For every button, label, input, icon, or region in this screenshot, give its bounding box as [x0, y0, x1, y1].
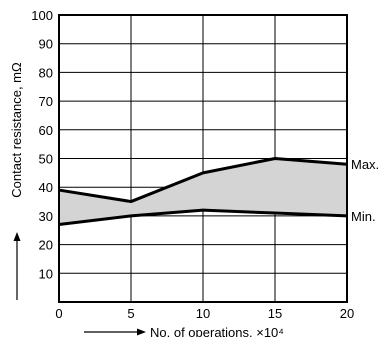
- y-axis-title: Contact resistance, mΩ: [9, 62, 24, 198]
- plot-frame: [58, 14, 348, 303]
- y-tick-labels: 10 20 30 40 50 60 70 80 90 100: [31, 8, 53, 281]
- y-tick-label: 30: [39, 209, 53, 224]
- resistance-range-band: [59, 158, 347, 225]
- max-series-label: Max.: [351, 157, 379, 172]
- series-labels: Max. Min.: [351, 157, 379, 224]
- x-tick-label: 0: [55, 306, 62, 321]
- x-tick-label: 20: [340, 306, 354, 321]
- y-axis-arrow-head: [13, 232, 21, 241]
- y-tick-label: 90: [39, 37, 53, 52]
- x-axis-arrow-head: [137, 328, 146, 336]
- grid-lines: [59, 14, 347, 302]
- y-tick-label: 50: [39, 152, 53, 167]
- x-axis-title: No. of operations, ×10⁴: [150, 325, 284, 337]
- min-series-label: Min.: [351, 209, 376, 224]
- y-tick-label: 20: [39, 238, 53, 253]
- x-tick-label: 10: [196, 306, 210, 321]
- x-tick-label: 5: [127, 306, 134, 321]
- y-axis-title-group: Contact resistance, mΩ: [9, 62, 24, 300]
- min-series-line: [58, 208, 348, 226]
- y-tick-label: 40: [39, 180, 53, 195]
- x-tick-labels: 0 5 10 15 20: [55, 306, 354, 321]
- y-tick-label: 60: [39, 123, 53, 138]
- y-tick-label: 80: [39, 65, 53, 80]
- y-tick-label: 10: [39, 266, 53, 281]
- y-tick-label: 70: [39, 94, 53, 109]
- series-lines: [58, 157, 348, 226]
- x-tick-label: 15: [268, 306, 282, 321]
- x-axis-title-group: No. of operations, ×10⁴: [84, 325, 284, 337]
- max-series-line: [58, 157, 348, 204]
- y-tick-label: 100: [31, 8, 53, 23]
